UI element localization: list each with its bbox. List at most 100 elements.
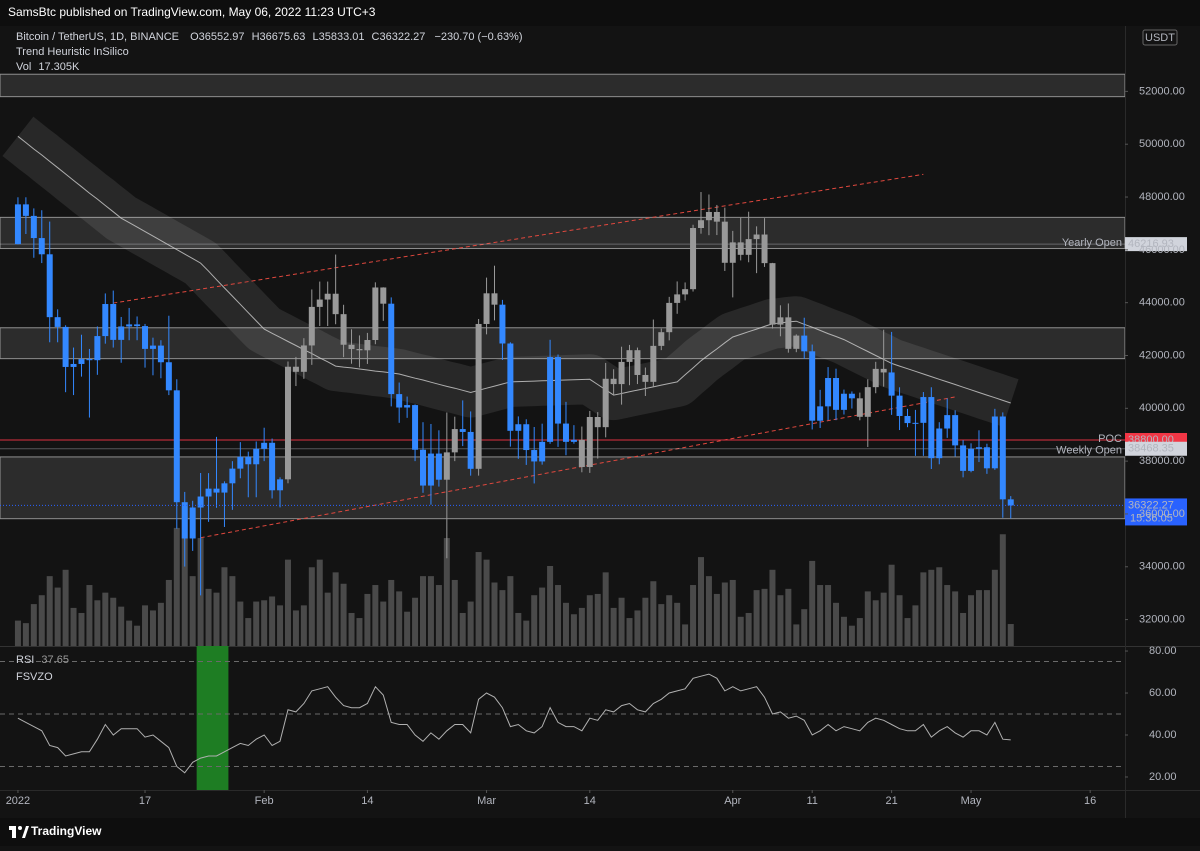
x-tick-label: 14 — [584, 795, 596, 807]
volume-bar — [46, 576, 53, 646]
price-pane — [0, 73, 1125, 646]
price-line-name: Yearly Open — [1062, 237, 1122, 249]
candle-body — [316, 299, 323, 307]
candle-body — [149, 345, 156, 349]
y-tick-label: 38000.00 — [1139, 455, 1185, 467]
candle-body — [308, 306, 315, 346]
volume-bar — [785, 588, 792, 646]
volume-bar — [181, 506, 188, 646]
volume-bar — [229, 576, 236, 646]
candle-body — [634, 350, 641, 375]
volume-bar — [801, 609, 808, 646]
candle-body — [165, 362, 172, 391]
candle-body — [586, 416, 593, 468]
candle-body — [388, 303, 395, 395]
x-tick-label: 17 — [139, 795, 151, 807]
candle-body — [888, 372, 895, 396]
y-tick-label: 32000.00 — [1139, 613, 1185, 625]
price-line-box — [1125, 441, 1187, 456]
volume-bar — [126, 620, 133, 646]
volume-bar — [102, 592, 109, 646]
candle-body — [729, 242, 736, 263]
volume-bar — [149, 610, 156, 646]
volume-bar — [936, 567, 943, 646]
candle-body — [435, 453, 442, 480]
candle-body — [547, 357, 554, 442]
volume-bar — [157, 602, 164, 646]
candle-body — [30, 215, 37, 239]
volume-bar — [697, 557, 704, 646]
candle-body — [848, 393, 855, 399]
candle-body — [658, 332, 665, 346]
rsi-value: 37.65 — [41, 654, 69, 666]
volume-bar — [952, 591, 959, 646]
volume-bar — [189, 576, 196, 646]
volume-bar — [483, 559, 490, 646]
symbol: Bitcoin / TetherUS, 1D, BINANCE — [16, 31, 179, 43]
candle-body — [459, 429, 466, 432]
candle-body — [499, 304, 506, 344]
volume-bar — [626, 618, 633, 646]
candle-body — [404, 405, 411, 408]
zone — [0, 216, 1125, 250]
rsi-tick-label: 80.00 — [1149, 645, 1177, 657]
candle-body — [650, 345, 657, 382]
footer-bar — [0, 818, 1200, 846]
candle-body — [277, 479, 284, 491]
volume-bar — [292, 610, 299, 646]
y-tick-label: 52000.00 — [1139, 85, 1185, 97]
volume-bar — [809, 560, 816, 646]
candle-body — [396, 394, 403, 408]
candle-body — [705, 211, 712, 221]
volume-bar — [308, 567, 315, 646]
candle-body — [62, 326, 69, 367]
volume-bar — [459, 612, 466, 646]
y-tick-label: 42000.00 — [1139, 349, 1185, 361]
candle-body — [1007, 499, 1014, 506]
candle-body — [562, 423, 569, 442]
candle-body — [626, 350, 633, 362]
volume-bar — [70, 607, 77, 646]
countdown: 15:36:05 — [1130, 512, 1173, 524]
candle-body — [697, 220, 704, 229]
volume-bar — [650, 581, 657, 646]
volume-bar — [920, 572, 927, 646]
header-bar — [0, 0, 1200, 26]
x-tick-label: Feb — [255, 795, 274, 807]
candle-body — [412, 405, 419, 450]
volume-bar — [30, 604, 37, 646]
volume-bar — [642, 597, 649, 646]
ohlc-open: O36552.97 — [190, 31, 244, 43]
candle-body — [54, 317, 61, 327]
indicator-name: Trend Heuristic InSilico — [16, 46, 129, 58]
volume-bar — [491, 582, 498, 646]
volume-bar — [316, 559, 323, 646]
candle-body — [181, 502, 188, 539]
price-line-name: Weekly Open — [1056, 445, 1122, 457]
candle-body — [610, 378, 617, 385]
volume-bar — [904, 618, 911, 646]
zone — [0, 73, 1125, 98]
volume-bar — [769, 569, 776, 646]
candle-body — [761, 234, 768, 264]
ohlc-low: L35833.01 — [312, 31, 364, 43]
volume-bar — [420, 576, 427, 646]
volume-name: Vol — [16, 61, 31, 73]
candle-body — [674, 294, 681, 303]
candle-body — [999, 416, 1006, 500]
currency[interactable]: USDT — [1145, 32, 1175, 44]
volume-bar — [594, 593, 601, 646]
candle-body — [380, 287, 387, 304]
currency-box[interactable] — [1142, 29, 1178, 46]
volume-bar — [14, 620, 21, 646]
candle-body — [737, 242, 744, 255]
volume-bar — [443, 538, 450, 646]
volume-bar — [38, 595, 45, 646]
candle-body — [960, 445, 967, 471]
candle-body — [38, 238, 45, 255]
volume-bar — [570, 614, 577, 646]
candle-body — [936, 428, 943, 459]
ohlc-high: H36675.63 — [252, 31, 306, 43]
candle-body — [356, 349, 363, 351]
ohlc-close: C36322.27 — [372, 31, 426, 43]
